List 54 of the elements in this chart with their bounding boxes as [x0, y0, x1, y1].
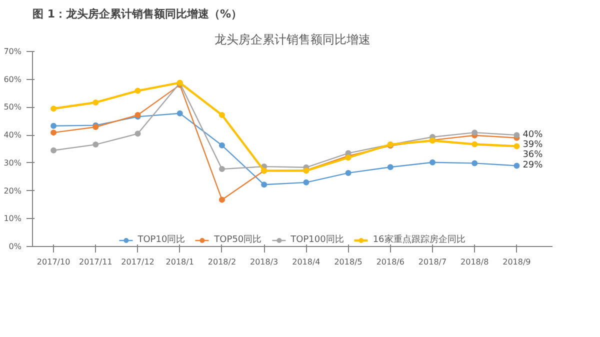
y-tick-label: 60% — [4, 74, 22, 84]
point — [218, 112, 225, 118]
x-tick-label: 2018/2 — [208, 258, 236, 266]
x-tick-label: 2018/4 — [292, 258, 320, 266]
x-tick-label: 2017/10 — [36, 258, 70, 266]
point — [50, 130, 57, 136]
point — [472, 130, 478, 136]
x-tick-label: 2018/5 — [334, 258, 362, 266]
y-tick-label: 10% — [4, 214, 22, 224]
point — [430, 159, 436, 166]
y-tick-label: 30% — [4, 158, 22, 168]
point — [134, 88, 141, 94]
legend-label: TOP10同比 — [138, 234, 186, 246]
point — [514, 143, 520, 150]
point — [50, 147, 57, 154]
x-tick-label: 2018/1 — [166, 258, 194, 266]
data-label: 39% — [522, 140, 544, 150]
point — [134, 130, 141, 137]
point — [50, 122, 57, 129]
x-tick-label: 2018/6 — [376, 258, 404, 266]
point — [218, 166, 225, 172]
data-label: 29% — [522, 160, 544, 171]
point — [176, 110, 183, 116]
legend-label: 16家重点跟踪房企同比 — [372, 234, 466, 246]
point — [218, 142, 225, 148]
point — [514, 132, 520, 138]
x-tick-label: 2017/12 — [121, 258, 154, 266]
x-tick-label: 2017/11 — [79, 258, 112, 266]
x-tick-label: 2018/3 — [250, 258, 278, 266]
y-tick-label: 20% — [4, 186, 22, 196]
legend-label: TOP100同比 — [290, 234, 344, 246]
point — [387, 164, 394, 170]
point — [218, 196, 225, 203]
y-tick-label: 50% — [4, 102, 22, 112]
point — [514, 162, 520, 169]
chart-title: 图 1：龙头房企累计销售额同比增速（%） — [32, 8, 242, 20]
point — [345, 170, 352, 176]
point — [92, 99, 99, 106]
point — [472, 160, 478, 166]
chart-subtitle: 龙头房企累计销售额同比增速 — [214, 32, 370, 46]
point — [472, 141, 478, 148]
point — [261, 182, 268, 188]
x-tick-label: 2018/7 — [418, 258, 447, 266]
data-label: 36% — [522, 150, 544, 160]
point — [92, 142, 99, 148]
data-label: 40% — [522, 130, 544, 140]
x-tick-label: 2018/8 — [460, 258, 489, 266]
y-tick-label: 70% — [4, 47, 22, 56]
legend-label: TOP50同比 — [214, 234, 262, 246]
point — [50, 106, 57, 112]
point — [303, 179, 310, 186]
y-tick-label: 0% — [8, 242, 22, 251]
y-tick-label: 40% — [4, 130, 22, 140]
x-tick-label: 2018/9 — [502, 258, 531, 266]
